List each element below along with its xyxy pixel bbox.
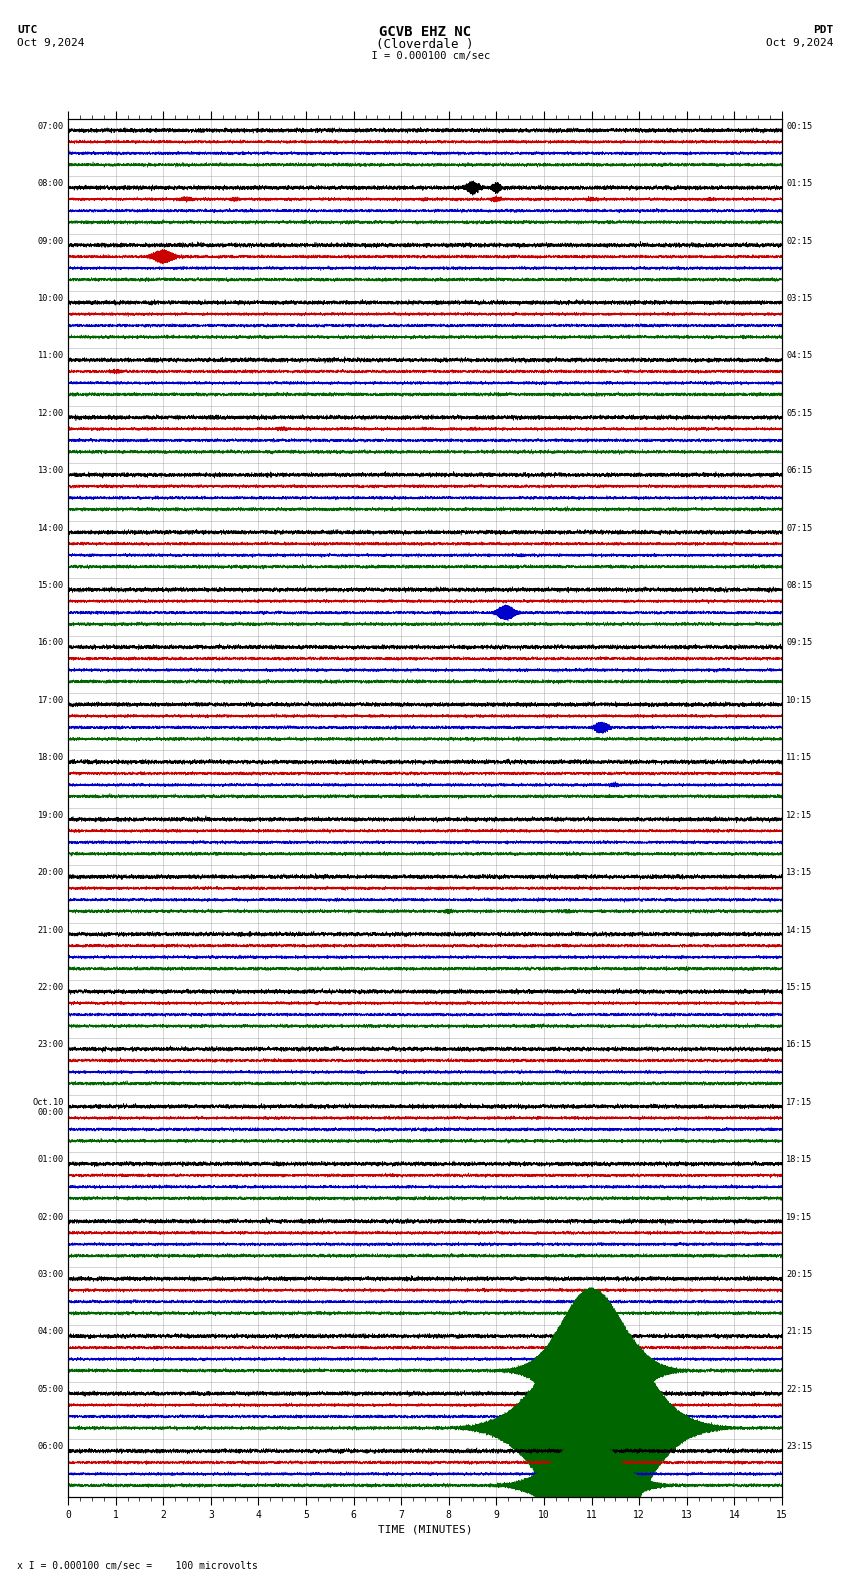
Text: x I = 0.000100 cm/sec =    100 microvolts: x I = 0.000100 cm/sec = 100 microvolts [17, 1562, 258, 1571]
Text: PDT: PDT [813, 25, 833, 35]
Text: (Cloverdale ): (Cloverdale ) [377, 38, 473, 51]
Text: Oct 9,2024: Oct 9,2024 [766, 38, 833, 48]
Text: UTC: UTC [17, 25, 37, 35]
Text: Oct 9,2024: Oct 9,2024 [17, 38, 84, 48]
X-axis label: TIME (MINUTES): TIME (MINUTES) [377, 1524, 473, 1535]
Text: GCVB EHZ NC: GCVB EHZ NC [379, 25, 471, 40]
Text: I = 0.000100 cm/sec: I = 0.000100 cm/sec [360, 51, 490, 60]
